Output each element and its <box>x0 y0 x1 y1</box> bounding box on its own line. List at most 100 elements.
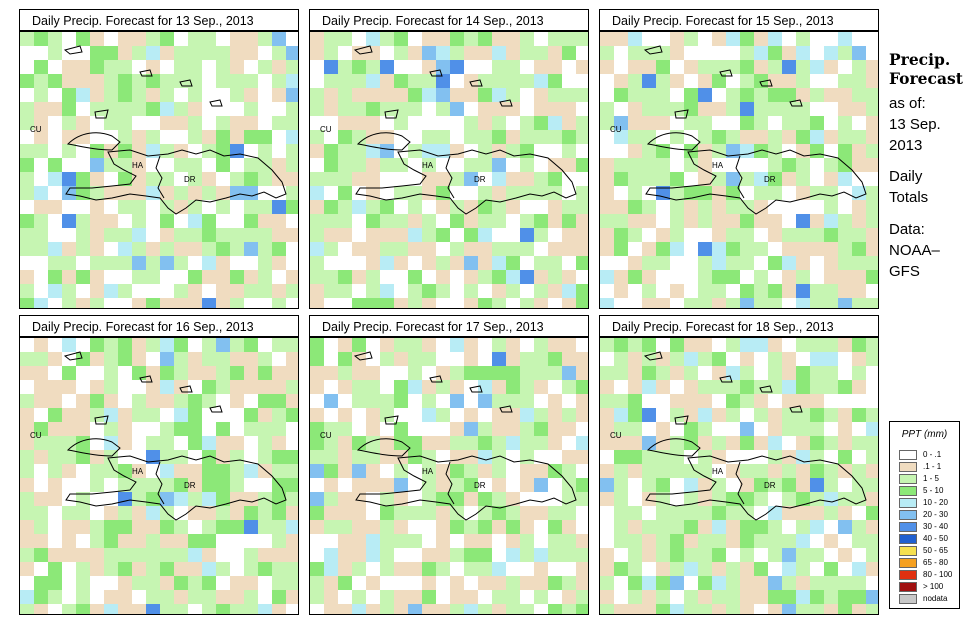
grid-cell <box>272 366 286 380</box>
grid-cell <box>310 200 324 214</box>
grid-cell <box>562 548 576 562</box>
grid-cell <box>450 338 464 352</box>
grid-cell <box>520 394 534 408</box>
grid-cell <box>352 562 366 576</box>
grid-cell <box>324 298 338 308</box>
grid-cell <box>216 338 230 352</box>
grid-cell <box>202 116 216 130</box>
grid-cell <box>754 74 768 88</box>
grid-cell <box>534 200 548 214</box>
grid-cell <box>492 88 506 102</box>
grid-cell <box>310 352 324 366</box>
grid-cell <box>202 32 216 46</box>
grid-cell <box>768 548 782 562</box>
grid-cell <box>366 102 380 116</box>
grid-cell <box>258 32 272 46</box>
grid-cell <box>576 74 588 88</box>
grid-cell <box>796 256 810 270</box>
grid-cell <box>174 102 188 116</box>
grid-cell <box>394 338 408 352</box>
grid-cell <box>202 46 216 60</box>
grid-cell <box>202 144 216 158</box>
grid-cell <box>62 436 76 450</box>
grid-cell <box>48 116 62 130</box>
grid-cell <box>244 46 258 60</box>
grid-cell <box>76 214 90 228</box>
grid-cell <box>698 562 712 576</box>
grid-cell <box>352 436 366 450</box>
grid-cell <box>506 74 520 88</box>
grid-cell <box>160 604 174 614</box>
grid-cell <box>230 102 244 116</box>
grid-cell <box>796 520 810 534</box>
grid-cell <box>160 172 174 186</box>
grid-cell <box>492 534 506 548</box>
grid-cell <box>76 478 90 492</box>
grid-cell <box>408 284 422 298</box>
grid-cell <box>20 214 34 228</box>
grid-cell <box>188 32 202 46</box>
grid-cell <box>436 298 450 308</box>
grid-cell <box>286 298 298 308</box>
grid-cell <box>324 338 338 352</box>
grid-cell <box>188 338 202 352</box>
grid-cell <box>464 172 478 186</box>
grid-cell <box>656 88 670 102</box>
grid-cell <box>48 158 62 172</box>
grid-cell <box>614 256 628 270</box>
grid-cell <box>62 492 76 506</box>
grid-cell <box>754 408 768 422</box>
grid-cell <box>380 172 394 186</box>
grid-cell <box>20 352 34 366</box>
grid-cell <box>852 576 866 590</box>
grid-cell <box>768 576 782 590</box>
grid-cell <box>338 298 352 308</box>
grid-cell <box>628 464 642 478</box>
grid-cell <box>380 492 394 506</box>
grid-cell <box>628 116 642 130</box>
grid-cell <box>838 172 852 186</box>
grid-cell <box>614 450 628 464</box>
grid-cell <box>118 298 132 308</box>
grid-cell <box>740 478 754 492</box>
grid-cell <box>258 520 272 534</box>
grid-cell <box>576 32 588 46</box>
grid-cell <box>34 380 48 394</box>
grid-cell <box>202 506 216 520</box>
grid-cell <box>684 604 698 614</box>
grid-cell <box>754 298 768 308</box>
grid-cell <box>824 394 838 408</box>
grid-cell <box>656 394 670 408</box>
grid-cell <box>62 186 76 200</box>
grid-cell <box>188 576 202 590</box>
grid-cell <box>810 74 824 88</box>
grid-cell <box>520 576 534 590</box>
grid-cell <box>174 338 188 352</box>
grid-cell <box>286 380 298 394</box>
grid-cell <box>576 158 588 172</box>
grid-cell <box>132 590 146 604</box>
grid-cell <box>146 366 160 380</box>
grid-cell <box>642 200 656 214</box>
grid-cell <box>698 352 712 366</box>
grid-cell <box>408 270 422 284</box>
grid-cell <box>118 186 132 200</box>
grid-cell <box>230 576 244 590</box>
grid-cell <box>740 144 754 158</box>
island-coastline <box>499 99 513 107</box>
grid-cell <box>310 130 324 144</box>
grid-cell <box>628 506 642 520</box>
grid-cell <box>656 228 670 242</box>
grid-cell <box>520 200 534 214</box>
grid-cell <box>216 256 230 270</box>
panel-title: Daily Precip. Forecast for 13 Sep., 2013 <box>19 9 299 31</box>
grid-cell <box>244 548 258 562</box>
grid-cell <box>216 186 230 200</box>
country-label-haiti: HA <box>422 161 434 170</box>
grid-cell <box>740 520 754 534</box>
grid-cell <box>48 478 62 492</box>
grid-cell <box>352 298 366 308</box>
grid-cell <box>90 562 104 576</box>
grid-cell <box>576 242 588 256</box>
haiti-dr-border <box>735 461 745 505</box>
